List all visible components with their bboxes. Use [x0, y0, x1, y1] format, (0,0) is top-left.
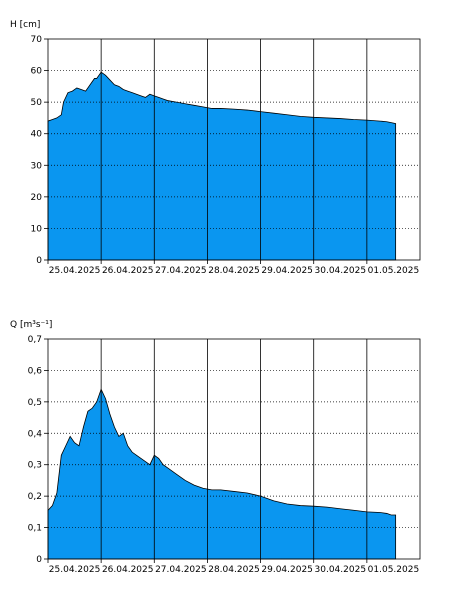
- discharge-chart: 0 0,1 0,2 0,3 0,4 0,5 0,6 0,7 25.04.2025 26.04.20…: [10, 320, 421, 575]
- x-tick-label: 01.05.2025: [368, 266, 420, 276]
- x-tick-label: 27.04.2025: [155, 266, 207, 276]
- y-tick-label: 0,3: [28, 461, 42, 471]
- y-tick-label: 0,4: [28, 429, 43, 439]
- plot-frame: [47, 38, 421, 261]
- water-level-chart: 0 10 20 30 40 50 60 70 25.04.2025 26.04.2025 27.04…: [10, 20, 421, 276]
- x-tick-label: 30.04.2025: [315, 266, 367, 276]
- y-tick-label: 60: [31, 67, 43, 77]
- x-tick-label: 27.04.2025: [155, 565, 207, 575]
- y-axis-label: Q [m³s⁻¹]: [10, 320, 52, 330]
- x-tick-label: 29.04.2025: [261, 266, 313, 276]
- series-area: [47, 71, 397, 261]
- y-tick-label: 20: [31, 193, 43, 203]
- y-tick-label: 40: [31, 130, 43, 140]
- y-tick-label: 0,5: [28, 398, 42, 408]
- y-tick-label: 70: [31, 35, 43, 45]
- y-axis-label: H [cm]: [10, 20, 40, 30]
- x-tick-label: 28.04.2025: [208, 266, 260, 276]
- y-tick-label: 10: [31, 224, 43, 234]
- y-tick-label: 0,1: [28, 524, 42, 534]
- y-tick-label: 0,2: [28, 492, 42, 502]
- y-tick-label: 0,7: [28, 335, 42, 345]
- x-tick-label: 25.04.2025: [49, 266, 101, 276]
- y-tick-label: 0: [36, 256, 42, 266]
- y-tick-label: 0,6: [28, 366, 43, 376]
- x-tick-label: 25.04.2025: [49, 565, 101, 575]
- x-tick-label: 29.04.2025: [261, 565, 313, 575]
- x-tick-label: 26.04.2025: [102, 565, 154, 575]
- y-tick-label: 0: [36, 555, 42, 565]
- x-tick-label: 01.05.2025: [368, 565, 420, 575]
- x-tick-label: 30.04.2025: [315, 565, 367, 575]
- x-tick-label: 26.04.2025: [102, 266, 154, 276]
- x-tick-label: 28.04.2025: [208, 565, 260, 575]
- series-area: [47, 388, 397, 560]
- y-tick-label: 30: [31, 161, 43, 171]
- plot-frame: [47, 338, 421, 560]
- y-tick-label: 50: [31, 98, 43, 108]
